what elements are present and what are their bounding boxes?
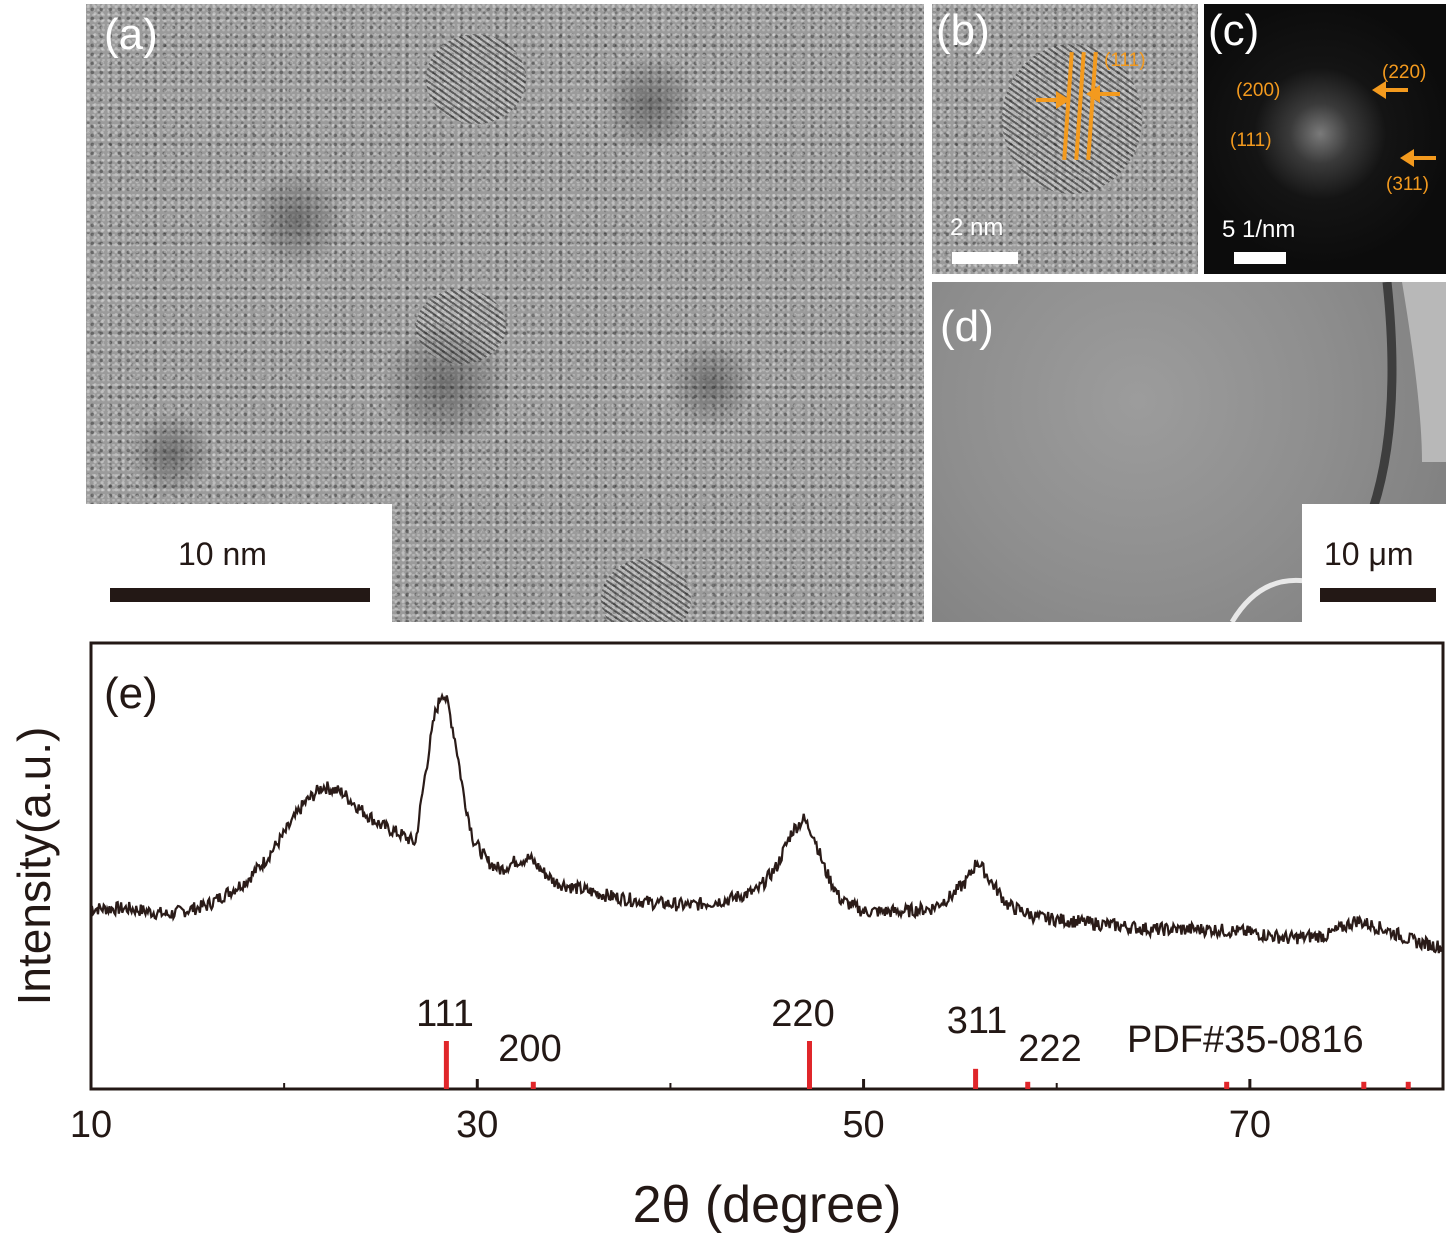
reference-peak-bar: [1025, 1081, 1031, 1089]
y-axis-label: Intensity(a.u.): [8, 727, 60, 1006]
spot-label-111: (111): [1230, 130, 1272, 151]
fringe-plane-label: (111): [1104, 50, 1146, 71]
sem-image-d: (d) 10 μm: [932, 282, 1446, 622]
scale-bar-box-d: 10 μm: [1302, 504, 1446, 622]
reference-peak-bar: [530, 1081, 536, 1089]
x-tick-label: 10: [70, 1104, 112, 1146]
reference-peak-bar: [1405, 1081, 1411, 1089]
nanocrystal: [601, 559, 691, 622]
reference-card-label: PDF#35-0816: [1127, 1019, 1364, 1061]
spot-label-220: (220): [1382, 62, 1427, 83]
sem-edge-feature: [1229, 282, 1446, 622]
xrd-pattern-line: [90, 692, 1444, 954]
panel-label-b: (b): [936, 6, 990, 55]
reference-peak-bar: [1224, 1081, 1230, 1089]
x-tick-label: 50: [842, 1104, 884, 1146]
reference-hkl-label: 220: [771, 993, 834, 1035]
x-tick-label: 70: [1229, 1104, 1271, 1146]
reference-peak-bar: [806, 1041, 812, 1089]
scale-bar-a: [110, 588, 370, 602]
arrow-icon: [1400, 149, 1436, 167]
plot-frame: [89, 641, 1445, 1091]
scale-bar-c: [1234, 252, 1286, 264]
reference-peak-bar: [1361, 1081, 1367, 1089]
fft-pattern-c: (c) (200) (220) (111) (311) 5 1/nm: [1204, 4, 1446, 274]
x-tick-label: 30: [456, 1104, 498, 1146]
nanocrystal: [596, 59, 706, 149]
nanocrystal: [376, 324, 516, 444]
nanocrystal: [246, 169, 346, 269]
reference-hkl-label: 222: [1018, 1028, 1081, 1070]
arrow-icon: [1372, 81, 1408, 99]
scale-bar-b: [952, 252, 1018, 264]
scale-bar-d: [1320, 588, 1436, 602]
arrow-icon: [1086, 85, 1120, 103]
panel-label-d: (d): [940, 302, 994, 351]
nanocrystal: [126, 414, 216, 494]
reference-peak-bar: [973, 1068, 979, 1089]
nanocrystal: [666, 339, 756, 429]
nanocrystal: [426, 34, 526, 124]
spot-label-311: (311): [1386, 174, 1429, 195]
hrtem-image-b: (111) (b) 2 nm: [932, 4, 1198, 274]
scale-text-a: 10 nm: [178, 536, 267, 572]
scale-text-b: 2 nm: [950, 214, 1004, 241]
tem-image-a: (a) 10 nm: [86, 4, 924, 622]
panel-label-a: (a): [104, 10, 158, 59]
x-axis-label: 2θ (degree): [633, 1176, 902, 1234]
scale-text-c: 5 1/nm: [1222, 216, 1296, 243]
panel-label-c: (c): [1208, 6, 1260, 55]
panel-label-e: (e): [104, 669, 158, 718]
reference-hkl-label: 111: [416, 993, 474, 1035]
reference-peak-bar: [443, 1041, 449, 1089]
reference-hkl-label: 200: [498, 1028, 561, 1070]
scale-bar-box-a: 10 nm: [86, 504, 392, 622]
spot-label-200: (200): [1236, 80, 1281, 101]
arrow-icon: [1036, 91, 1070, 109]
nanocrystal: [416, 289, 506, 364]
scale-text-d: 10 μm: [1324, 536, 1414, 572]
reference-hkl-label: 311: [947, 1000, 1008, 1042]
